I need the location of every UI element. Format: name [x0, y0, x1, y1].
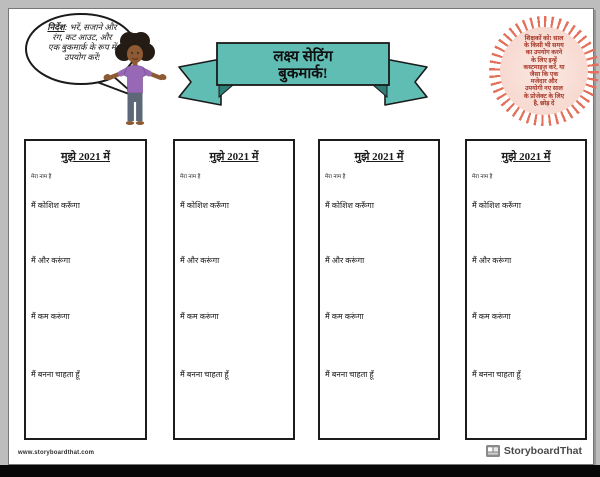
instructions-line1: : भरें, सजाने और [64, 22, 117, 32]
prompt-i-will-do-more[interactable]: मैं और करूंगा [31, 256, 71, 265]
prompt-i-want-to-become[interactable]: मैं बनना चाहता हूँ [180, 370, 229, 379]
teacher-note-line: कस्टमाइज़ करें, या [523, 63, 565, 71]
prompt-i-will-do-more[interactable]: मैं और करूंगा [472, 256, 512, 265]
teacher-note-line: उपयोगी नए साल [525, 85, 563, 93]
website-url[interactable]: www.storyboardthat.com [18, 450, 95, 456]
instructions-line4: उपयोग करें! [63, 52, 101, 62]
prompt-i-want-to-become[interactable]: मैं बनना चाहता हूँ [325, 370, 374, 379]
prompt-i-will-try[interactable]: मैं कोशिश करूँगा [325, 201, 374, 210]
instructions-text: निर्देश: भरें, सजाने और रंग, कट आउट, और … [35, 22, 129, 62]
bookmark-card-4: मुझे 2021 में मेरा नाम है मैं कोशिश करूँ… [465, 139, 587, 440]
bookmark-header: मुझे 2021 में [61, 151, 110, 163]
teacher-note-line: जैसा कि एक [529, 71, 559, 78]
teacher-note-starburst: शिक्षकों को! साल के किसी भी समय का उपयोग… [487, 14, 600, 132]
woman-character-illustration [103, 32, 167, 125]
name-field-label[interactable]: मेरा नाम है [325, 174, 346, 180]
instructions-line2: रंग, कट आउट, और [52, 32, 112, 42]
worksheet-page: निर्देश: भरें, सजाने और रंग, कट आउट, और … [8, 8, 599, 465]
teacher-note-line: है, छोड़ दें [533, 99, 555, 107]
teacher-note-line: के प्रोजेक्ट के लिए [523, 92, 565, 100]
bookmark-card-2: मुझे 2021 में मेरा नाम है मैं कोशिश करूँ… [173, 139, 295, 440]
prompt-i-will-do-less[interactable]: मैं कम करूंगा [31, 312, 70, 321]
brand-label: StoryboardThat [503, 445, 582, 457]
prompt-i-will-do-more[interactable]: मैं और करूंगा [180, 256, 220, 265]
teacher-note-line: के किसी भी समय [524, 42, 564, 50]
speech-bubble-shape [25, 13, 138, 98]
prompt-i-will-try[interactable]: मैं कोशिश करूँगा [472, 201, 521, 210]
teacher-note-line: मजेदार और [530, 78, 558, 86]
bookmark-card-3: मुझे 2021 में मेरा नाम है मैं कोशिश करूँ… [318, 139, 440, 440]
worksheet-title-line2: बुकमार्क! [277, 64, 327, 83]
teacher-note-text: शिक्षकों को! साल के किसी भी समय का उपयोग… [523, 35, 564, 107]
prompt-i-will-do-less[interactable]: मैं कम करूंगा [325, 312, 364, 321]
bookmark-header: मुझे 2021 में [209, 151, 259, 163]
storyboardthat-logo-icon [485, 445, 500, 457]
name-field-label[interactable]: मेरा नाम है [180, 174, 201, 180]
instructions-speech-bubble: निर्देश: भरें, सजाने और रंग, कट आउट, और … [23, 11, 145, 103]
worksheet-title-line1: लक्ष्य सेटिंग [272, 47, 333, 65]
teacher-note-line: का उपयोग करने [525, 49, 563, 57]
starburst-center: शिक्षकों को! साल के किसी भी समय का उपयोग… [500, 27, 588, 115]
prompt-i-want-to-become[interactable]: मैं बनना चाहता हूँ [31, 370, 80, 379]
instructions-heading: निर्देश [47, 22, 65, 32]
prompt-i-will-do-more[interactable]: मैं और करूंगा [325, 256, 365, 265]
title-banner-ribbon: लक्ष्य सेटिंग बुकमार्क! [178, 42, 428, 106]
name-field-label[interactable]: मेरा नाम है [31, 174, 52, 180]
bookmark-header: मुझे 2021 में [501, 151, 551, 163]
prompt-i-will-try[interactable]: मैं कोशिश करूँगा [31, 201, 80, 210]
prompt-i-want-to-become[interactable]: मैं बनना चाहता हूँ [472, 370, 521, 379]
viewport-bottom-bar [0, 465, 600, 477]
bookmark-card-1: मुझे 2021 में मेरा नाम है मैं कोशिश करूँ… [24, 139, 147, 440]
prompt-i-will-do-less[interactable]: मैं कम करूंगा [472, 312, 511, 321]
teacher-note-line: शिक्षकों को! साल [524, 34, 564, 42]
storyboardthat-brand[interactable]: StoryboardThat [485, 445, 582, 457]
instructions-line3: एक बुकमार्क के रूप में [48, 42, 116, 52]
prompt-i-will-do-less[interactable]: मैं कम करूंगा [180, 312, 219, 321]
name-field-label[interactable]: मेरा नाम है [472, 174, 493, 180]
prompt-i-will-try[interactable]: मैं कोशिश करूँगा [180, 201, 229, 210]
bookmark-header: मुझे 2021 में [354, 151, 404, 163]
teacher-note-line: के लिए इन्हें [531, 56, 557, 64]
